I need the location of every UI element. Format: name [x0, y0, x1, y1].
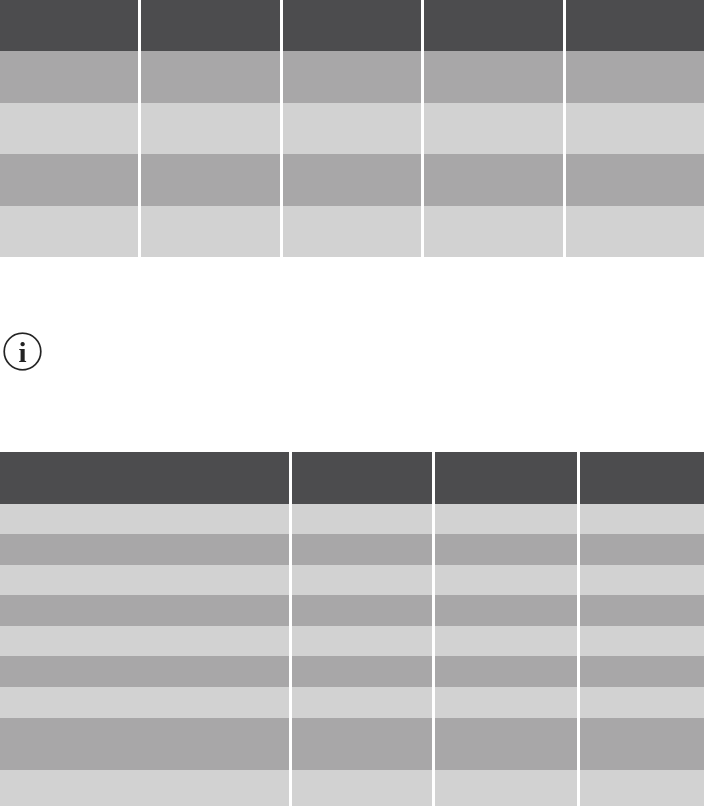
table-row — [0, 625, 704, 657]
table-cell — [0, 625, 289, 657]
table-header-cell — [292, 452, 432, 504]
table-row — [0, 102, 704, 154]
table-cell — [282, 154, 422, 206]
table-cell — [580, 503, 704, 535]
info-icon-graphic: i — [3, 332, 42, 371]
table-cell — [0, 564, 289, 596]
table-cell — [435, 503, 577, 535]
table-row — [0, 503, 704, 535]
table-row — [0, 564, 704, 596]
table-cell — [292, 687, 432, 718]
table-cell — [141, 205, 280, 257]
table-cell — [435, 656, 577, 688]
table-cell — [435, 534, 577, 565]
table-cell — [435, 625, 577, 657]
table-cell — [0, 51, 139, 103]
table-cell — [424, 51, 563, 103]
table-cell — [292, 564, 432, 596]
table-cell — [0, 534, 289, 565]
table-row — [0, 154, 704, 206]
table-cell — [0, 154, 139, 206]
table-cell — [292, 625, 432, 657]
table-header-cell — [424, 0, 563, 51]
table-header-cell — [282, 0, 422, 51]
table-header-cell — [435, 452, 577, 504]
table-header-row — [0, 0, 704, 51]
table-cell — [424, 154, 563, 206]
table-cell — [580, 564, 704, 596]
table-cell — [435, 687, 577, 718]
table-cell — [0, 656, 289, 688]
table-cell — [435, 595, 577, 626]
table-header-cell — [565, 0, 704, 51]
table-cell — [141, 102, 280, 154]
table-cell — [580, 625, 704, 657]
info-icon: i — [3, 332, 42, 371]
table-cell — [0, 102, 139, 154]
table-cell — [435, 564, 577, 596]
table-cell — [580, 595, 704, 626]
table-cell — [424, 205, 563, 257]
table-cell — [292, 503, 432, 535]
table-cell — [580, 717, 704, 771]
table-cell — [565, 51, 704, 103]
table-cell — [0, 503, 289, 535]
table-cell — [435, 717, 577, 771]
table-cell — [282, 102, 422, 154]
upper-table — [0, 0, 704, 257]
table-row — [0, 51, 704, 103]
table-cell — [292, 770, 432, 806]
table-cell — [424, 102, 563, 154]
table-row — [0, 656, 704, 688]
table-cell — [580, 656, 704, 688]
table-cell — [292, 656, 432, 688]
table-cell — [580, 687, 704, 718]
table-header-cell — [580, 452, 704, 504]
table-cell — [580, 770, 704, 806]
table-cell — [0, 595, 289, 626]
table-row — [0, 205, 704, 257]
table-header-row — [0, 452, 704, 504]
table-row — [0, 687, 704, 718]
table-cell — [0, 717, 289, 771]
info-icon-glyph: i — [18, 337, 26, 369]
table-header-cell — [0, 452, 289, 504]
table-cell — [580, 534, 704, 565]
table-row — [0, 534, 704, 565]
table-cell — [565, 102, 704, 154]
table-row — [0, 595, 704, 626]
table-cell — [292, 717, 432, 771]
table-cell — [141, 154, 280, 206]
table-cell — [282, 51, 422, 103]
table-cell — [0, 770, 289, 806]
table-row — [0, 770, 704, 806]
table-cell — [292, 534, 432, 565]
info-icon-circle — [3, 332, 42, 371]
table-cell — [0, 687, 289, 718]
table-cell — [565, 154, 704, 206]
lower-table — [0, 452, 704, 806]
table-cell — [282, 205, 422, 257]
table-row — [0, 717, 704, 771]
table-header-cell — [141, 0, 280, 51]
table-cell — [141, 51, 280, 103]
table-cell — [292, 595, 432, 626]
table-cell — [435, 770, 577, 806]
table-header-cell — [0, 0, 139, 51]
table-cell — [0, 205, 139, 257]
table-cell — [565, 205, 704, 257]
